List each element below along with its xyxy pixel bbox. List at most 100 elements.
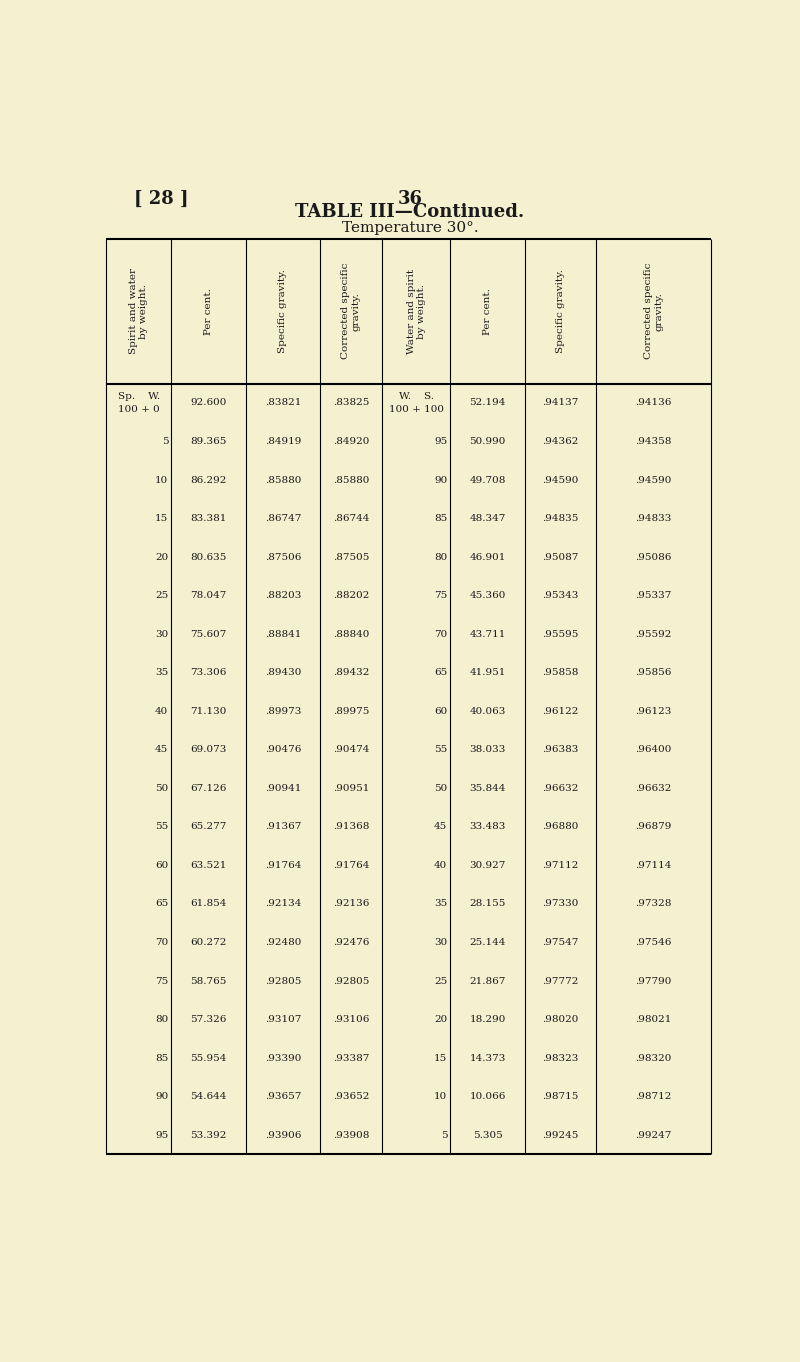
Text: 48.347: 48.347 (470, 513, 506, 523)
Text: .94835: .94835 (542, 513, 578, 523)
Text: .93107: .93107 (265, 1015, 301, 1024)
Text: .89975: .89975 (333, 707, 370, 716)
Text: .96122: .96122 (542, 707, 578, 716)
Text: Specific gravity.: Specific gravity. (556, 270, 565, 353)
Text: .93652: .93652 (333, 1092, 370, 1102)
Text: .91764: .91764 (265, 861, 301, 870)
Text: .97547: .97547 (542, 938, 578, 947)
Text: 10: 10 (434, 1092, 447, 1102)
Text: 85: 85 (434, 513, 447, 523)
Text: .92805: .92805 (333, 977, 370, 986)
Text: .94358: .94358 (635, 437, 671, 445)
Text: .97114: .97114 (635, 861, 671, 870)
Text: .90951: .90951 (333, 785, 370, 793)
Text: 10.066: 10.066 (470, 1092, 506, 1102)
Text: .97772: .97772 (542, 977, 578, 986)
Text: .97546: .97546 (635, 938, 671, 947)
Text: .92805: .92805 (265, 977, 301, 986)
Text: 40: 40 (155, 707, 168, 716)
Text: .93106: .93106 (333, 1015, 370, 1024)
Text: 63.521: 63.521 (190, 861, 226, 870)
Text: 86.292: 86.292 (190, 475, 226, 485)
Text: .93908: .93908 (333, 1130, 370, 1140)
Text: 70: 70 (434, 629, 447, 639)
Text: .89973: .89973 (265, 707, 301, 716)
Text: .88202: .88202 (333, 591, 370, 601)
Text: 75: 75 (155, 977, 168, 986)
Text: 21.867: 21.867 (470, 977, 506, 986)
Text: 80.635: 80.635 (190, 553, 226, 561)
Text: .93906: .93906 (265, 1130, 301, 1140)
Text: .94362: .94362 (542, 437, 578, 445)
Text: .83825: .83825 (333, 399, 370, 407)
Text: 46.901: 46.901 (470, 553, 506, 561)
Text: 65: 65 (155, 899, 168, 908)
Text: .90474: .90474 (333, 745, 370, 755)
Text: .93657: .93657 (265, 1092, 301, 1102)
Text: 40.063: 40.063 (470, 707, 506, 716)
Text: .94136: .94136 (635, 399, 671, 407)
Text: .83821: .83821 (265, 399, 301, 407)
Text: .85880: .85880 (333, 475, 370, 485)
Text: 25: 25 (155, 591, 168, 601)
Text: 90: 90 (155, 1092, 168, 1102)
Text: 20: 20 (434, 1015, 447, 1024)
Text: Temperature 30°.: Temperature 30°. (342, 221, 478, 236)
Text: .84920: .84920 (333, 437, 370, 445)
Text: .98021: .98021 (635, 1015, 671, 1024)
Text: 45: 45 (155, 745, 168, 755)
Text: 50: 50 (434, 785, 447, 793)
Text: 30.927: 30.927 (470, 861, 506, 870)
Text: 50: 50 (155, 785, 168, 793)
Text: .90941: .90941 (265, 785, 301, 793)
Text: .99247: .99247 (635, 1130, 671, 1140)
Text: .89432: .89432 (333, 669, 370, 677)
Text: .91764: .91764 (333, 861, 370, 870)
Text: 83.381: 83.381 (190, 513, 226, 523)
Text: .98320: .98320 (635, 1054, 671, 1062)
Text: 58.765: 58.765 (190, 977, 226, 986)
Text: .84919: .84919 (265, 437, 301, 445)
Text: 75: 75 (434, 591, 447, 601)
Text: 33.483: 33.483 (470, 823, 506, 831)
Text: .95086: .95086 (635, 553, 671, 561)
Text: 67.126: 67.126 (190, 785, 226, 793)
Text: .98020: .98020 (542, 1015, 578, 1024)
Text: .86744: .86744 (333, 513, 370, 523)
Text: .96383: .96383 (542, 745, 578, 755)
Text: 100 + 100: 100 + 100 (389, 406, 444, 414)
Text: .92480: .92480 (265, 938, 301, 947)
Text: .96880: .96880 (542, 823, 578, 831)
Text: 43.711: 43.711 (470, 629, 506, 639)
Text: 60: 60 (155, 861, 168, 870)
Text: 49.708: 49.708 (470, 475, 506, 485)
Text: .89430: .89430 (265, 669, 301, 677)
Text: 15: 15 (434, 1054, 447, 1062)
Text: .88840: .88840 (333, 629, 370, 639)
Text: .91368: .91368 (333, 823, 370, 831)
Text: .87505: .87505 (333, 553, 370, 561)
Text: .96400: .96400 (635, 745, 671, 755)
Text: .96632: .96632 (542, 785, 578, 793)
Text: .97790: .97790 (635, 977, 671, 986)
Text: .98323: .98323 (542, 1054, 578, 1062)
Text: .97328: .97328 (635, 899, 671, 908)
Text: 80: 80 (434, 553, 447, 561)
Text: .85880: .85880 (265, 475, 301, 485)
Text: .87506: .87506 (265, 553, 301, 561)
Text: Per cent.: Per cent. (204, 287, 213, 335)
Text: 57.326: 57.326 (190, 1015, 226, 1024)
Text: .98715: .98715 (542, 1092, 578, 1102)
Text: 28.155: 28.155 (470, 899, 506, 908)
Text: .96123: .96123 (635, 707, 671, 716)
Text: 50.990: 50.990 (470, 437, 506, 445)
Text: 78.047: 78.047 (190, 591, 226, 601)
Text: 38.033: 38.033 (470, 745, 506, 755)
Text: 85: 85 (155, 1054, 168, 1062)
Text: [ 28 ]: [ 28 ] (134, 189, 189, 207)
Text: 36: 36 (398, 189, 422, 207)
Text: .95087: .95087 (542, 553, 578, 561)
Text: 52.194: 52.194 (470, 399, 506, 407)
Text: 10: 10 (155, 475, 168, 485)
Text: .92134: .92134 (265, 899, 301, 908)
